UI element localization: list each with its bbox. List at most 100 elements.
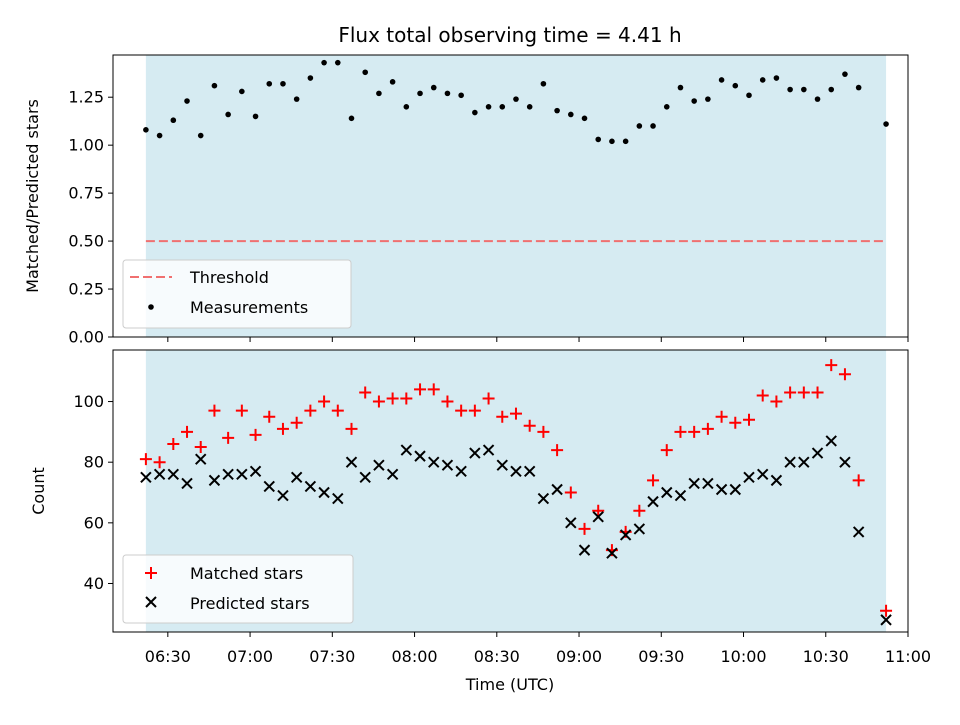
matched-star-point: [633, 504, 646, 517]
matched-star-point: [345, 422, 358, 435]
measurement-point: [540, 80, 547, 87]
predicted-star-point: [400, 444, 413, 456]
bottom-legend-box: [122, 554, 354, 624]
measurement-point: [403, 103, 410, 110]
top-legend: Threshold Measurements: [122, 259, 352, 329]
matched-star-point: [701, 422, 714, 435]
matched-star-point: [715, 410, 728, 423]
measurement-point: [211, 82, 218, 89]
predicted-star-point: [249, 465, 262, 477]
measurement-point: [883, 121, 889, 127]
x-tick-label: 11:00: [885, 647, 931, 666]
x-tick-label: 09:30: [638, 647, 684, 666]
measurement-point: [307, 75, 314, 81]
matched-star-point: [386, 392, 399, 405]
matched-star-point: [770, 395, 783, 408]
matched-star-point: [235, 404, 248, 417]
measurement-point: [225, 111, 231, 118]
measurement-point: [170, 117, 177, 124]
matched-star-point: [372, 395, 385, 408]
measurements-legend-label: Measurements: [190, 298, 308, 317]
matched-star-point: [825, 359, 838, 372]
matched-star-point: [249, 428, 262, 441]
predicted-star-point: [345, 456, 358, 468]
matched-star-point: [400, 392, 413, 405]
top-y-tick-label: 0.25: [68, 280, 104, 299]
measurement-point: [842, 71, 848, 77]
measurement-point: [458, 92, 464, 99]
matched-star-point: [468, 404, 481, 417]
top-y-tick-label: 1.25: [68, 88, 104, 107]
measurement-point: [732, 82, 739, 89]
matched-star-point: [318, 395, 331, 408]
measurement-point: [705, 96, 711, 102]
predicted-star-point: [702, 477, 714, 490]
matched-star-point: [784, 386, 797, 399]
measurement-point: [252, 113, 259, 120]
predicted-star-point: [729, 483, 742, 496]
predicted-star-point: [373, 459, 385, 471]
matched-star-point: [276, 422, 289, 435]
predicted-star-point: [715, 483, 728, 496]
matched-star-point: [304, 404, 317, 417]
measurement-point: [526, 103, 533, 110]
bottom-y-tick-label: 40: [84, 574, 104, 593]
predicted-star-point: [386, 468, 399, 481]
predicted-star-point: [551, 483, 563, 496]
measurement-point: [239, 88, 245, 95]
predicted-star-point: [195, 453, 207, 465]
measurement-point: [636, 123, 643, 129]
matched-star-point: [331, 404, 344, 417]
matched-star-point: [263, 410, 276, 423]
predicted-star-point: [825, 435, 837, 447]
x-tick-label: 10:00: [720, 647, 766, 666]
top-x-ticks: [167, 337, 909, 342]
bottom-y-ticks: 40 60 80 100: [73, 392, 113, 593]
matched-star-point: [359, 386, 372, 399]
predicted-star-point: [428, 456, 440, 468]
predicted-star-point: [469, 447, 481, 459]
predicted-star-point: [756, 468, 769, 481]
measurement-point: [485, 103, 492, 110]
measurement-point: [321, 59, 327, 66]
matched-star-point: [729, 416, 742, 429]
bottom-y-tick-label: 80: [84, 453, 104, 472]
predicted-star-point: [510, 465, 522, 477]
predicted-star-point: [565, 517, 577, 529]
matched-star-point: [509, 407, 522, 420]
predicted-star-point: [414, 450, 426, 462]
measurement-point: [787, 86, 793, 93]
matched-star-point: [578, 522, 591, 535]
predicted-star-point: [688, 477, 700, 490]
measurement-point: [568, 111, 574, 118]
measurement-point: [746, 92, 752, 99]
measurement-point: [691, 98, 697, 104]
predicted-star-point: [784, 456, 796, 468]
matched-star-point: [852, 474, 865, 487]
predicted-star-point: [619, 529, 632, 541]
matched-star-point: [139, 453, 152, 466]
top-y-tick-label: 0.75: [68, 184, 104, 203]
predicted-star-point: [523, 465, 536, 477]
matched-stars-series: [139, 359, 893, 617]
matched-star-point: [496, 410, 509, 423]
matched-star-point: [838, 368, 851, 381]
top-y-axis-label: Matched/Predicted stars: [23, 99, 42, 293]
measurement-point: [376, 90, 382, 97]
predicted-star-point: [455, 465, 467, 477]
bottom-plot-frame: [112, 349, 909, 633]
measurement-point: [430, 84, 437, 91]
matched-star-point: [167, 438, 180, 450]
x-tick-label: 07:00: [227, 647, 273, 666]
measurement-point: [334, 59, 341, 66]
predicted-star-point: [811, 447, 824, 459]
matched-star-point: [153, 456, 166, 469]
measurements-series: [143, 59, 889, 145]
measurement-point: [293, 96, 300, 102]
predicted-star-point: [359, 471, 371, 484]
matched-star-point: [194, 441, 207, 454]
predicted-star-point: [181, 477, 193, 490]
matched-star-point: [208, 404, 221, 417]
predicted-stars-series: [140, 435, 892, 626]
matched-star-point: [743, 413, 755, 426]
